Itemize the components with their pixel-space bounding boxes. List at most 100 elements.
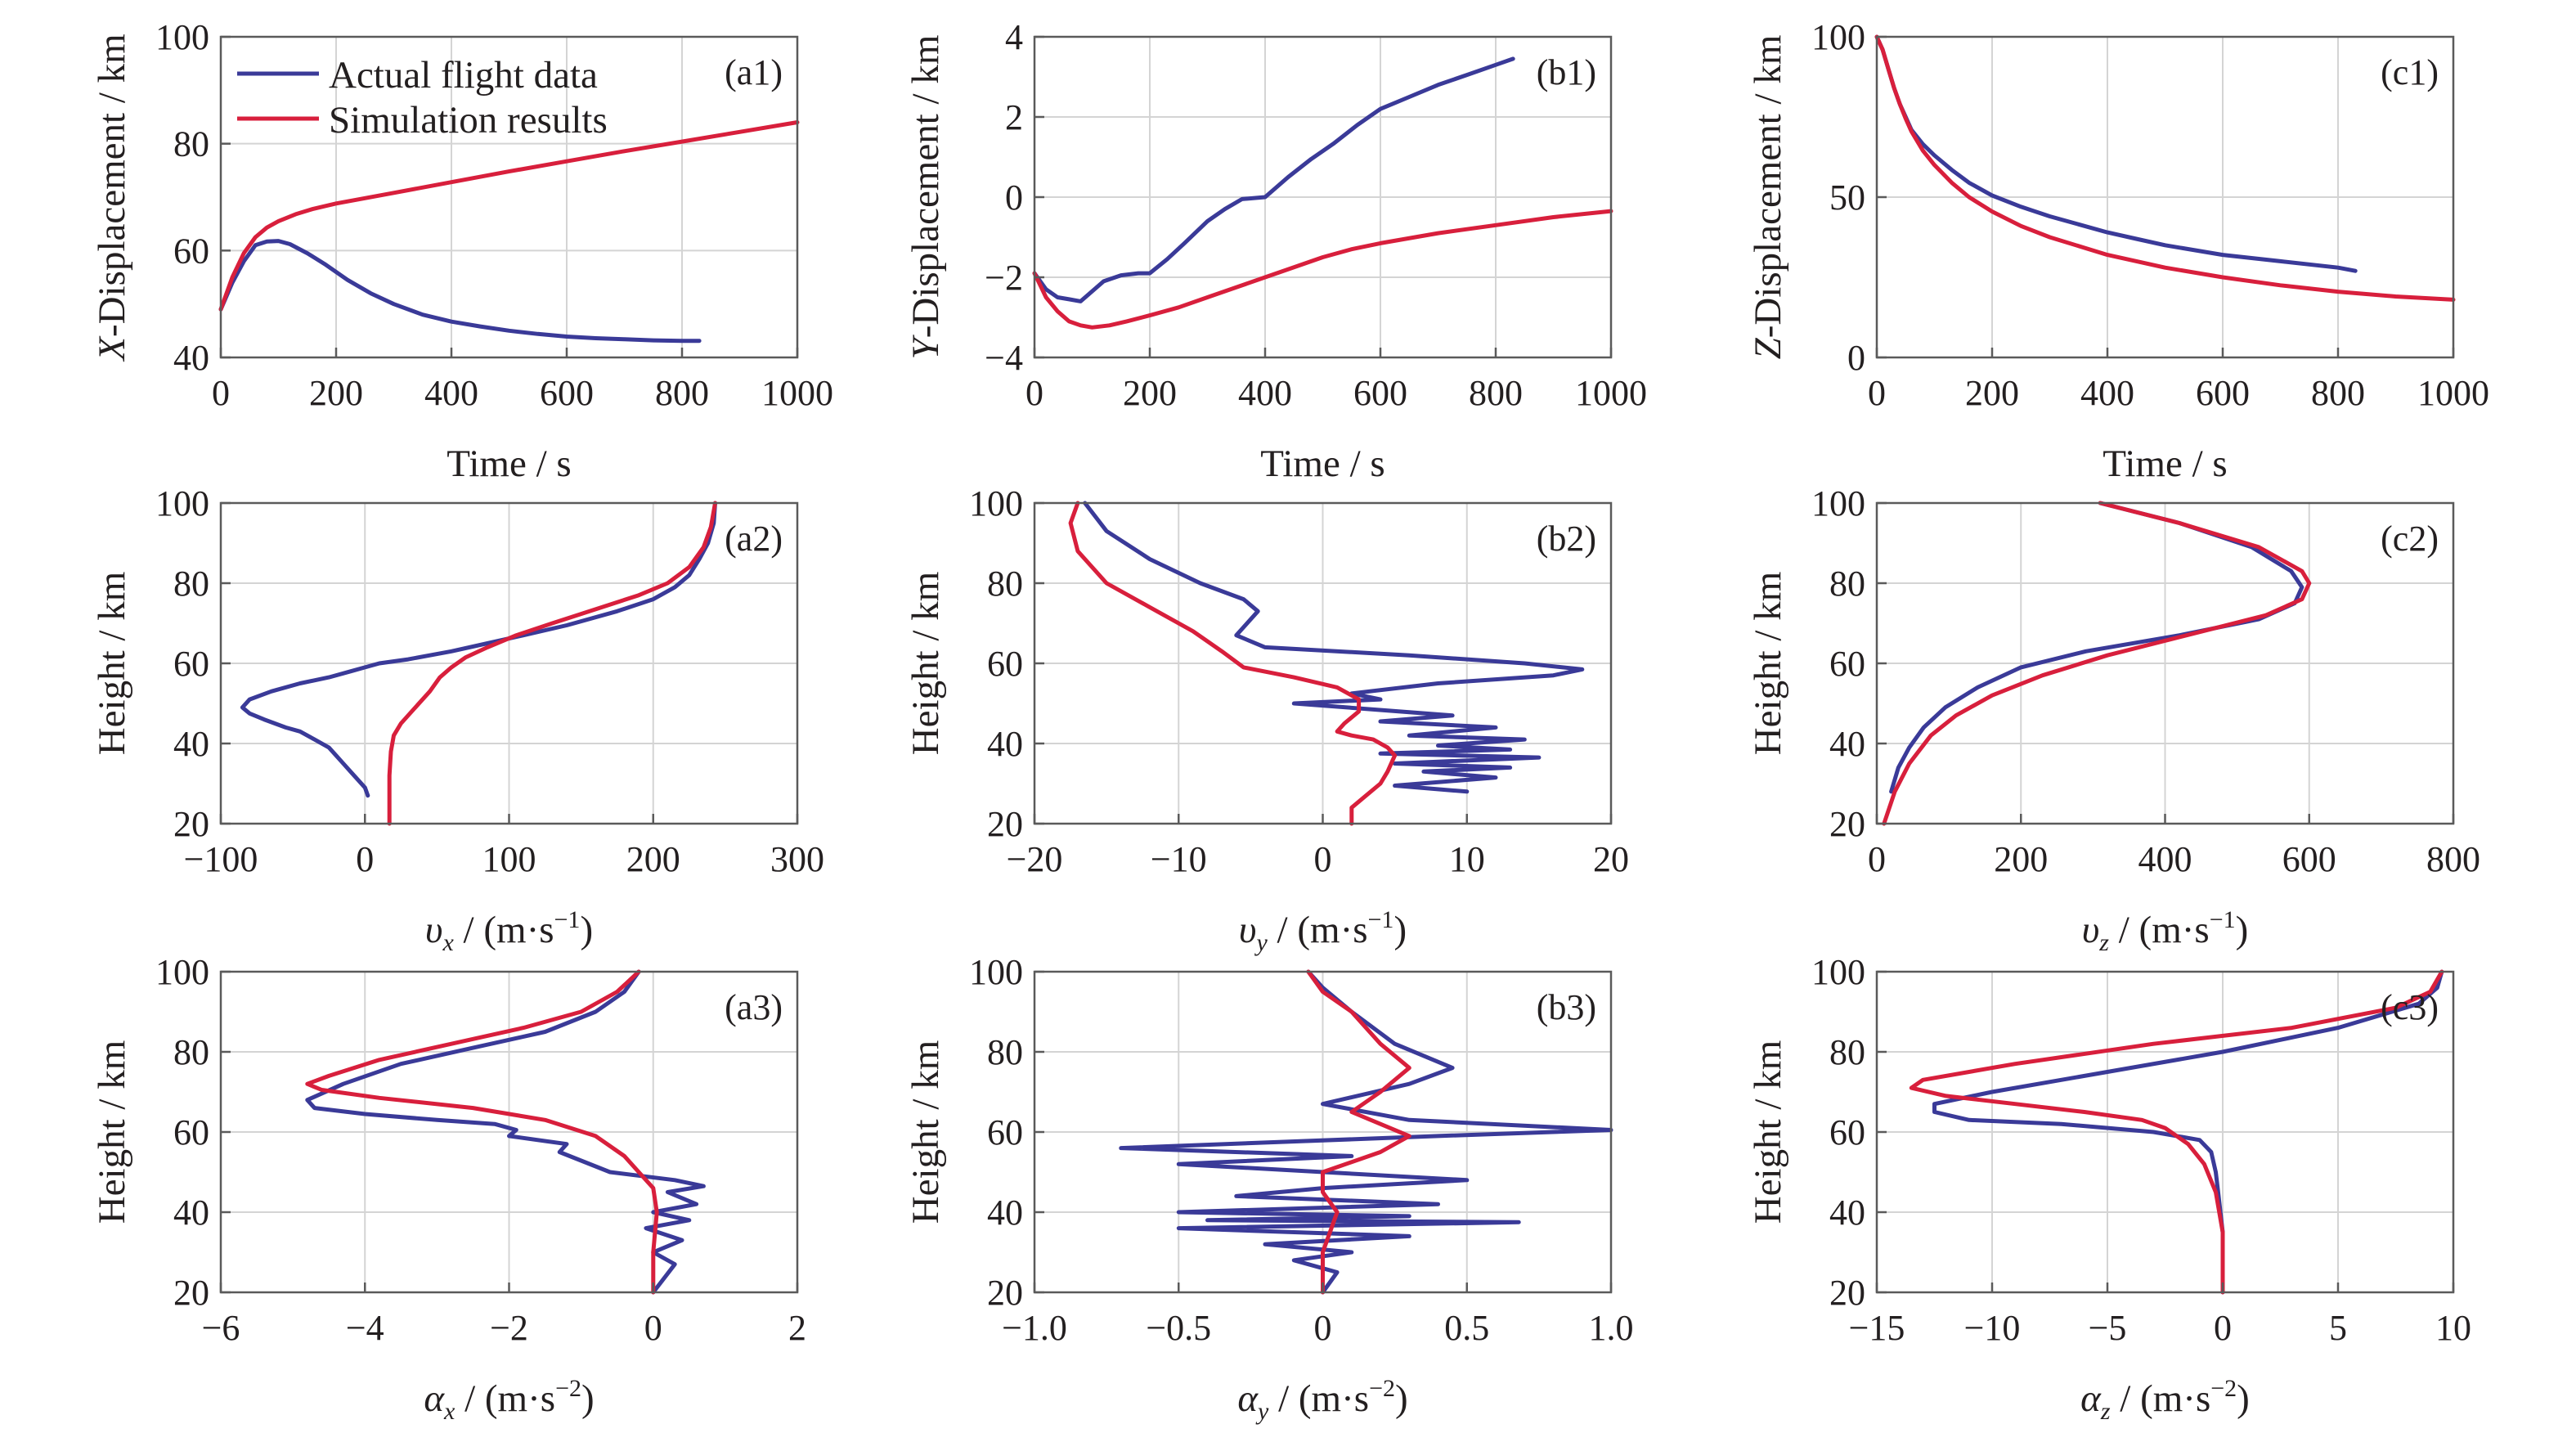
y-tick-label: 0: [1847, 338, 1865, 378]
y-tick-label: 100: [1811, 952, 1865, 992]
panel-a2: −100 0 100 200 300 20 40 60 80 100 (a2) υx / (m·s−1…: [91, 483, 824, 956]
x-axis-superscript: −2: [555, 1375, 581, 1402]
y-axis-label: Height / km: [91, 572, 133, 756]
x-axis-subscript: z: [2100, 1398, 2111, 1425]
x-tick-label: −2: [490, 1308, 528, 1348]
y-tick-label: 60: [1829, 1112, 1865, 1152]
y-axis-var: Y: [904, 334, 947, 359]
y-tick-label: 100: [155, 483, 209, 523]
x-axis-subscript: y: [1255, 1398, 1269, 1425]
x-tick-label: 0: [1025, 373, 1043, 413]
x-axis-var: α: [2080, 1377, 2102, 1420]
x-tick-label: 400: [424, 373, 478, 413]
panel-c1: 0 200 400 600 800 1000 0 50 100 (c1) Time / s Z-Dis…: [1747, 17, 2489, 485]
series-line-actual: [1932, 969, 2444, 1295]
y-tick-label: 80: [173, 1032, 209, 1072]
x-tick-label: 1000: [2417, 373, 2489, 413]
x-tick-label: 0: [1868, 373, 1886, 413]
x-tick-label: 0: [644, 1308, 662, 1348]
x-tick-label: −15: [1849, 1308, 1905, 1348]
y-axis-rest: -Displacement / km: [904, 35, 947, 339]
x-axis-subscript: z: [2098, 929, 2109, 956]
y-tick-label: 20: [1829, 804, 1865, 844]
x-axis-var: α: [1237, 1377, 1259, 1420]
x-axis-superscript: −1: [554, 906, 581, 933]
y-tick-label: 60: [987, 644, 1023, 684]
y-tick-label: 60: [987, 1112, 1023, 1152]
panel-a1: 0 200 400 600 800 1000 40 60 80 100 (a1) Time / s X-…: [91, 17, 833, 485]
x-tick-label: 5: [2329, 1308, 2347, 1348]
y-tick-label: 80: [1829, 564, 1865, 604]
y-tick-label: 80: [173, 564, 209, 604]
series-line-actual: [240, 501, 717, 798]
x-tick-label: −10: [1151, 839, 1207, 879]
y-axis-var: X: [91, 335, 133, 362]
series-line-actual: [1083, 501, 1585, 794]
x-axis-subscript: x: [442, 929, 454, 956]
x-axis-superscript: −2: [1369, 1375, 1395, 1402]
series-line-actual: [218, 239, 702, 344]
x-axis-unit: / (m·s: [2111, 1377, 2211, 1420]
panel-label: (b2): [1537, 519, 1596, 559]
y-tick-label: 40: [1829, 724, 1865, 764]
y-tick-label: 100: [969, 483, 1023, 523]
panel-label: (a3): [725, 987, 783, 1027]
x-axis-superscript: −1: [1368, 906, 1394, 933]
y-tick-label: 2: [1005, 97, 1023, 137]
x-tick-label: −10: [1964, 1308, 2021, 1348]
y-tick-label: 50: [1829, 177, 1865, 218]
y-axis-label: X-Displacement / km: [91, 34, 133, 362]
x-axis-label: Time / s: [1260, 442, 1384, 485]
x-tick-label: 200: [1994, 839, 2048, 879]
series-line-actual: [1889, 501, 2304, 794]
series-line-actual: [1032, 56, 1515, 303]
x-tick-label: 0.5: [1444, 1308, 1489, 1348]
x-tick-label: 1000: [1575, 373, 1647, 413]
series-line-actual: [1119, 969, 1613, 1295]
series-line-simulation: [1032, 209, 1613, 330]
x-axis-unit-close: ): [1395, 1377, 1408, 1420]
x-axis-unit-close: ): [2237, 1377, 2250, 1420]
y-tick-label: 60: [173, 231, 209, 271]
y-tick-label: 100: [155, 952, 209, 992]
x-tick-label: 300: [770, 839, 824, 879]
panel-label: (b3): [1537, 987, 1596, 1027]
y-tick-label: 60: [1829, 644, 1865, 684]
x-tick-label: 0: [1868, 839, 1886, 879]
x-tick-label: 800: [655, 373, 709, 413]
y-tick-label: 0: [1005, 177, 1023, 218]
x-axis-var: υ: [2082, 909, 2100, 951]
legend-label-simulation: Simulation results: [329, 99, 608, 142]
legend-label-actual: Actual flight data: [329, 54, 598, 97]
y-tick-label: 20: [173, 1273, 209, 1313]
series-line-simulation: [218, 120, 800, 312]
y-axis-label: Height / km: [904, 572, 947, 756]
panel-b1: 0 200 400 600 800 1000 −4 −2 0 2 4 (b1) Time / s Y-Di…: [904, 17, 1647, 485]
y-axis-label: Height / km: [904, 1040, 947, 1224]
x-tick-label: 10: [1449, 839, 1485, 879]
x-tick-label: −4: [346, 1308, 384, 1348]
x-axis-label: αy / (m·s−2): [1237, 1375, 1407, 1425]
y-axis-label: Height / km: [1747, 1040, 1789, 1224]
x-axis-unit-close: ): [581, 1377, 595, 1420]
y-tick-label: 20: [987, 1273, 1023, 1313]
plot-frame: [219, 35, 799, 359]
x-axis-label: αz / (m·s−2): [2080, 1375, 2250, 1425]
y-tick-label: 20: [1829, 1273, 1865, 1313]
x-axis-unit: / (m·s: [1268, 909, 1368, 951]
series-line-simulation: [387, 501, 717, 826]
x-axis-unit: / (m·s: [2109, 909, 2210, 951]
x-tick-label: −0.5: [1146, 1308, 1211, 1348]
y-tick-label: −2: [985, 258, 1023, 298]
y-tick-label: 100: [1811, 17, 1865, 57]
y-tick-label: 40: [1829, 1193, 1865, 1233]
x-axis-subscript: y: [1254, 929, 1268, 956]
x-tick-label: −6: [202, 1308, 240, 1348]
y-tick-label: 4: [1005, 17, 1023, 57]
y-tick-label: 80: [987, 564, 1023, 604]
x-tick-label: 200: [309, 373, 363, 413]
x-tick-label: 600: [540, 373, 594, 413]
